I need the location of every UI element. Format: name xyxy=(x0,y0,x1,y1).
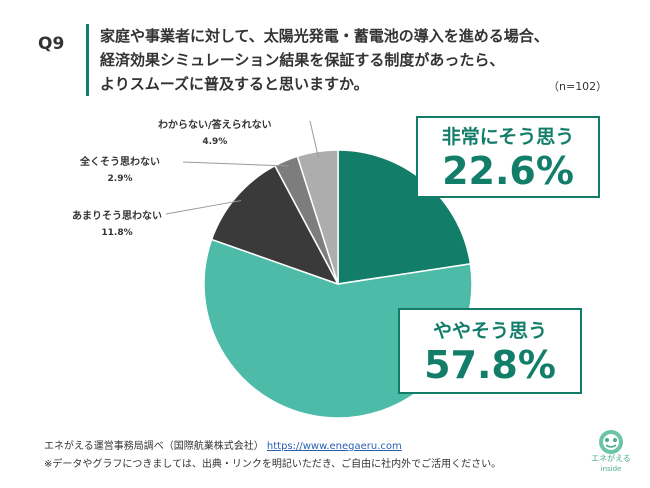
slice-not-really xyxy=(210,164,340,286)
enegaeru-frog-logo-icon xyxy=(599,430,623,454)
callout-strongly-agree: 非常にそう思う 22.6% xyxy=(416,116,600,198)
footer-note: ※データやグラフにつきましては、出典・リンクを明記いただき、ご自由に社内外でご活… xyxy=(44,459,502,470)
enegaeru-logo: エネがえる inside xyxy=(586,428,636,480)
question-line-1: 家庭や事業者に対して、太陽光発電・蓄電池の導入を進める場合、 xyxy=(100,27,549,45)
slice-label-notreally-value: 11.8% xyxy=(101,228,133,238)
question-accent-bar xyxy=(86,24,89,96)
source-text: エネがえる運営事務局調べ（国際航業株式会社） xyxy=(44,441,264,452)
callout-strongly-agree-value: 22.6% xyxy=(442,149,574,193)
logo-name: エネがえる xyxy=(591,454,631,463)
source-link[interactable]: https://www.enegaeru.com xyxy=(266,441,402,452)
callout-somewhat-agree-value: 57.8% xyxy=(424,343,556,387)
logo-sub: inside xyxy=(600,465,622,473)
slice-label-notreally-category: あまりそう思わない xyxy=(72,211,162,222)
slice-label-notatall-value: 2.9% xyxy=(107,174,133,184)
slice-label-dontknow-category: わからない/答えられない xyxy=(158,120,272,131)
question-text: 家庭や事業者に対して、太陽光発電・蓄電池の導入を進める場合、 経済効果シミュレー… xyxy=(100,24,620,96)
question-line-2: 経済効果シミュレーション結果を保証する制度があったら、 xyxy=(100,51,505,69)
leader-line xyxy=(309,120,319,158)
leader-line xyxy=(165,200,242,215)
question-number: Q9 xyxy=(38,34,65,54)
sample-size: （n=102） xyxy=(548,80,608,93)
slice-label-notreally: あまりそう思わない 11.8% xyxy=(72,207,162,238)
leader-line xyxy=(182,161,289,167)
slice-label-notatall: 全くそう思わない 2.9% xyxy=(80,153,160,184)
callout-somewhat-agree: ややそう思う 57.8% xyxy=(398,308,582,394)
slice-label-dontknow: わからない/答えられない 4.9% xyxy=(158,116,272,147)
callout-somewhat-agree-category: ややそう思う xyxy=(432,320,547,342)
callout-strongly-agree-category: 非常にそう思う xyxy=(441,126,575,148)
footer-source: エネがえる運営事務局調べ（国際航業株式会社） https://www.enega… xyxy=(44,437,402,452)
slice-label-notatall-category: 全くそう思わない xyxy=(80,157,160,168)
slice-label-dontknow-value: 4.9% xyxy=(202,137,228,147)
question-line-3: よりスムーズに普及すると思いますか。 xyxy=(100,75,369,93)
